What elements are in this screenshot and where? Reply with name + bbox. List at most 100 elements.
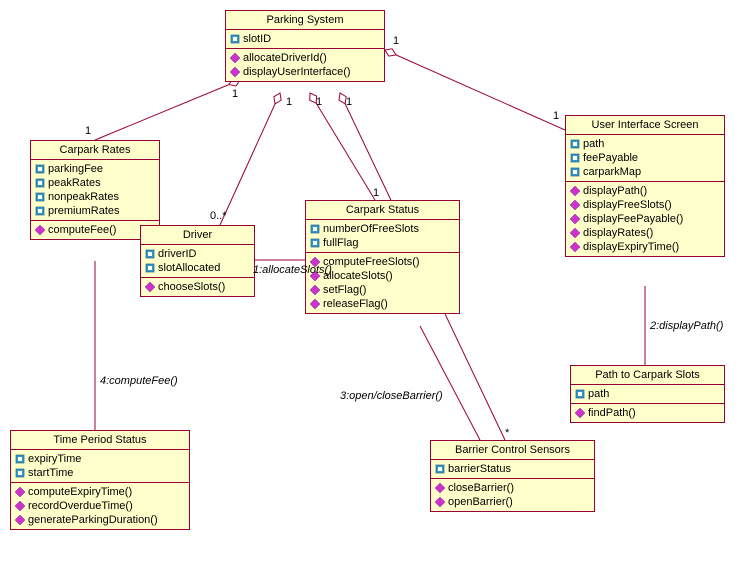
operation-name: displayUserInterface() [243, 66, 351, 78]
attribute-row: path [571, 387, 724, 401]
attribute-row: slotID [226, 32, 384, 46]
multiplicity: 1 [316, 96, 322, 108]
operation-row: displayRates() [566, 226, 724, 240]
attribute-name: slotID [243, 33, 271, 45]
operation-row: displayFreeSlots() [566, 198, 724, 212]
multiplicity: 1 [346, 96, 352, 108]
attribute-name: fullFlag [323, 237, 358, 249]
attribute-name: expiryTime [28, 453, 81, 465]
class-title: Carpark Rates [31, 141, 159, 160]
attributes-section: path [571, 385, 724, 404]
operation-row: setFlag() [306, 283, 459, 297]
operation-row: closeBarrier() [431, 481, 594, 495]
class-title: User Interface Screen [566, 116, 724, 135]
operations-section: computeExpiryTime() recordOverdueTime() ge… [11, 483, 189, 529]
operation-row: allocateDriverId() [226, 51, 384, 65]
operations-section: displayPath() displayFreeSlots() displayFe… [566, 182, 724, 256]
operation-name: releaseFlag() [323, 298, 388, 310]
operation-name: findPath() [588, 407, 636, 419]
attributes-section: numberOfFreeSlots fullFlag [306, 220, 459, 253]
attribute-row: parkingFee [31, 162, 159, 176]
operation-name: allocateDriverId() [243, 52, 327, 64]
attribute-name: slotAllocated [158, 262, 220, 274]
class-title: Path to Carpark Slots [571, 366, 724, 385]
attribute-row: barrierStatus [431, 462, 594, 476]
operation-row: displayPath() [566, 184, 724, 198]
operation-row: displayFeePayable() [566, 212, 724, 226]
multiplicity: 1 [553, 110, 559, 122]
class-user-interface: User Interface Screen path feePayable carpa… [565, 115, 725, 257]
attributes-section: barrierStatus [431, 460, 594, 479]
class-title: Barrier Control Sensors [431, 441, 594, 460]
attribute-row: carparkMap [566, 165, 724, 179]
attribute-name: barrierStatus [448, 463, 511, 475]
attribute-row: expiryTime [11, 452, 189, 466]
attributes-section: parkingFee peakRates nonpeakRates premiumRa… [31, 160, 159, 221]
multiplicity: 1 [373, 187, 379, 199]
operation-name: allocateSlots() [323, 270, 393, 282]
attribute-row: startTime [11, 466, 189, 480]
operations-section: findPath() [571, 404, 724, 422]
operation-name: generateParkingDuration() [28, 514, 158, 526]
operation-row: generateParkingDuration() [11, 513, 189, 527]
attribute-row: slotAllocated [141, 261, 254, 275]
attribute-row: nonpeakRates [31, 190, 159, 204]
class-title: Time Period Status [11, 431, 189, 450]
operation-name: chooseSlots() [158, 281, 225, 293]
class-barrier-control: Barrier Control Sensors barrierStatus clos… [430, 440, 595, 512]
operation-name: setFlag() [323, 284, 366, 296]
edge-label: 3:open/closeBarrier() [340, 390, 443, 402]
attribute-row: numberOfFreeSlots [306, 222, 459, 236]
attribute-name: path [588, 388, 609, 400]
class-carpark-status: Carpark Status numberOfFreeSlots fullFlag c… [305, 200, 460, 314]
class-driver: DriverdriverIDslotAllocatedchooseSlots() [140, 225, 255, 297]
operation-row: recordOverdueTime() [11, 499, 189, 513]
attribute-name: driverID [158, 248, 197, 260]
operation-name: displayFreeSlots() [583, 199, 672, 211]
attribute-row: feePayable [566, 151, 724, 165]
attributes-section: expiryTime startTime [11, 450, 189, 483]
multiplicity: 1 [232, 88, 238, 100]
operation-name: displayPath() [583, 185, 647, 197]
class-path-slots: Path to Carpark Slots path findPath() [570, 365, 725, 423]
class-title: Carpark Status [306, 201, 459, 220]
operation-row: releaseFlag() [306, 297, 459, 311]
operation-row: displayExpiryTime() [566, 240, 724, 254]
class-title: Parking System [226, 11, 384, 30]
operation-name: displayFeePayable() [583, 213, 683, 225]
attribute-name: parkingFee [48, 163, 103, 175]
attributes-section: driverID slotAllocated [141, 245, 254, 278]
operation-name: computeFreeSlots() [323, 256, 420, 268]
attribute-name: feePayable [583, 152, 638, 164]
operation-row: computeExpiryTime() [11, 485, 189, 499]
multiplicity: 1 [393, 35, 399, 47]
attribute-name: premiumRates [48, 205, 120, 217]
attributes-section: slotID [226, 30, 384, 49]
operation-row: openBarrier() [431, 495, 594, 509]
operations-section: allocateDriverId() displayUserInterface() [226, 49, 384, 81]
attribute-row: peakRates [31, 176, 159, 190]
operation-row: chooseSlots() [141, 280, 254, 294]
attribute-row: premiumRates [31, 204, 159, 218]
operation-name: closeBarrier() [448, 482, 514, 494]
attribute-name: carparkMap [583, 166, 641, 178]
edge-label: 2:displayPath() [650, 320, 723, 332]
operation-name: recordOverdueTime() [28, 500, 133, 512]
attribute-row: path [566, 137, 724, 151]
attribute-name: startTime [28, 467, 73, 479]
operation-name: computeExpiryTime() [28, 486, 132, 498]
operation-row: displayUserInterface() [226, 65, 384, 79]
multiplicity: * [505, 427, 509, 439]
multiplicity: 1 [85, 125, 91, 137]
attribute-name: numberOfFreeSlots [323, 223, 419, 235]
edge-label: 4:computeFee() [100, 375, 178, 387]
class-time-period: Time Period Status expiryTime startTime com… [10, 430, 190, 530]
edge-label: 1:allocateSlots() [253, 264, 332, 276]
operations-section: closeBarrier()openBarrier() [431, 479, 594, 511]
attribute-name: path [583, 138, 604, 150]
operation-row: findPath() [571, 406, 724, 420]
attribute-name: nonpeakRates [48, 191, 119, 203]
attribute-name: peakRates [48, 177, 101, 189]
operation-name: computeFee() [48, 224, 116, 236]
operation-name: displayExpiryTime() [583, 241, 679, 253]
